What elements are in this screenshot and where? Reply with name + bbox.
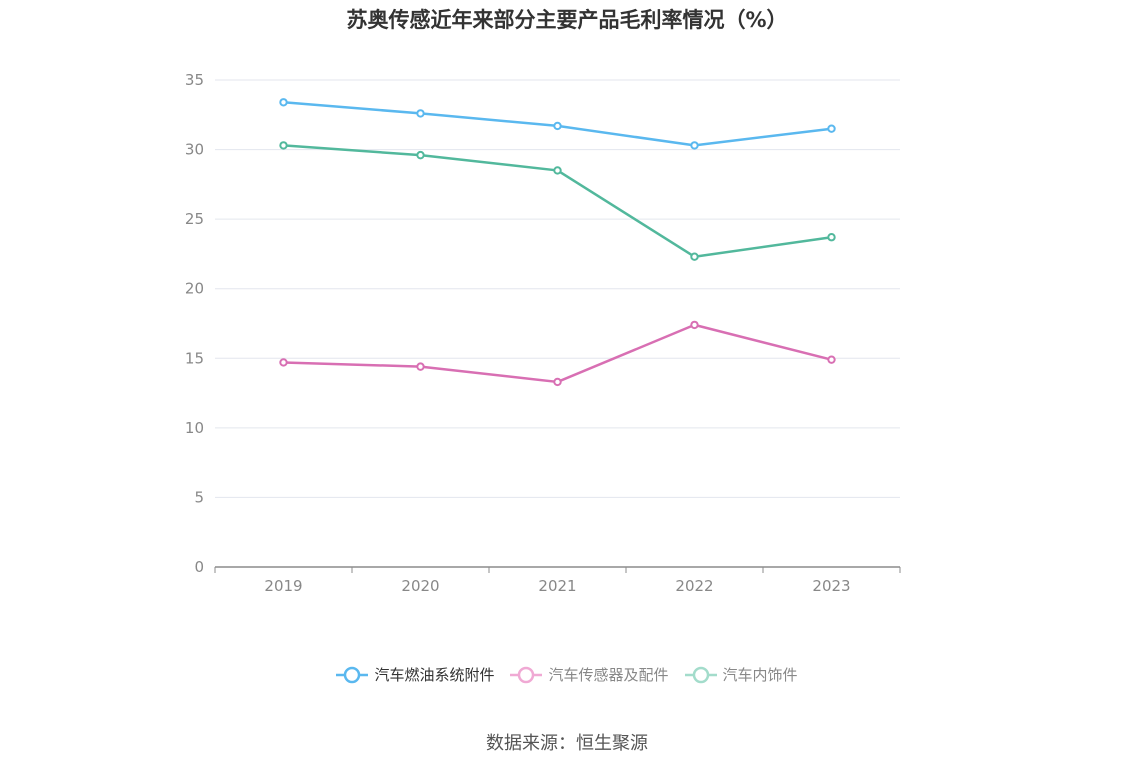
y-axis-labels: 0 5 10 15 20 25 30 35	[185, 71, 204, 576]
data-point	[827, 355, 836, 364]
series-line	[283, 144, 832, 258]
legend-item-sensors[interactable]: 汽车传感器及配件	[510, 664, 669, 685]
y-tick-label: 25	[185, 210, 204, 228]
data-point	[690, 141, 699, 150]
data-point	[553, 121, 562, 131]
legend-item-fuel-system[interactable]: 汽车燃油系统附件	[336, 664, 494, 685]
legend-marker-icon	[510, 666, 543, 683]
x-tick-label: 2020	[401, 577, 439, 595]
data-point	[279, 98, 288, 107]
legend-item-interior[interactable]: 汽车内饰件	[684, 664, 798, 685]
data-point	[279, 141, 288, 150]
line-chart: 0 5 10 15 20 25 30 35 2019 2020 2021 2022 2023	[185, 71, 901, 595]
series-lines	[279, 98, 836, 387]
data-point	[416, 109, 425, 118]
chart-title: 苏奥传感近年来部分主要产品毛利率情况（%）	[346, 8, 788, 32]
series-line	[283, 323, 832, 384]
legend-label: 汽车内饰件	[722, 666, 798, 684]
data-point	[690, 320, 699, 330]
x-tick-label: 2021	[538, 577, 576, 595]
legend: 汽车燃油系统附件 汽车传感器及配件 汽车内饰件	[0, 664, 1134, 685]
data-point	[416, 362, 425, 371]
legend-marker-icon	[336, 666, 369, 683]
y-tick-label: 20	[185, 280, 204, 298]
legend-marker-icon	[684, 666, 717, 683]
y-tick-label: 5	[194, 488, 204, 506]
x-tick-label: 2023	[812, 577, 850, 595]
data-source: 数据来源：恒生聚源	[486, 733, 648, 754]
data-point	[827, 233, 836, 242]
y-tick-label: 15	[185, 349, 204, 367]
data-point	[553, 166, 562, 175]
y-tick-label: 35	[185, 71, 204, 89]
y-tick-label: 30	[185, 141, 204, 159]
y-tick-label: 0	[194, 558, 204, 576]
data-point	[827, 124, 836, 133]
data-point	[553, 377, 562, 387]
legend-label: 汽车燃油系统附件	[374, 666, 495, 684]
legend-label: 汽车传感器及配件	[548, 666, 669, 684]
data-point	[416, 150, 425, 160]
x-tick-label: 2022	[675, 577, 713, 595]
data-point	[690, 252, 699, 261]
grid-lines	[215, 79, 900, 498]
x-tick-label: 2019	[264, 577, 302, 595]
data-point	[279, 358, 288, 367]
x-axis: 2019 2020 2021 2022 2023	[214, 566, 901, 595]
y-tick-label: 10	[185, 419, 204, 437]
